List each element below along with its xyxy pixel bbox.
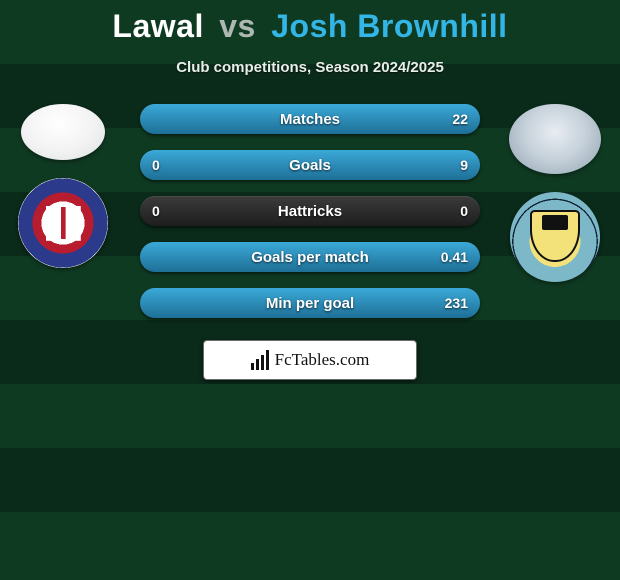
stat-rows: Matches 22 0 Goals 9 0 Hattricks 0 Goals… <box>140 104 480 318</box>
stat-value-right: 0 <box>460 203 468 219</box>
player2-club-crest <box>510 192 600 282</box>
stat-value-right: 231 <box>445 295 468 311</box>
stat-value-right: 9 <box>460 157 468 173</box>
stat-value-left: 0 <box>152 157 160 173</box>
stat-label: Goals per match <box>251 249 369 266</box>
right-player-column <box>500 104 610 282</box>
stat-value-right: 22 <box>452 111 468 127</box>
subtitle: Club competitions, Season 2024/2025 <box>0 59 620 76</box>
stat-row-mpg: Min per goal 231 <box>140 288 480 318</box>
player1-avatar <box>21 104 105 160</box>
stat-label: Goals <box>289 157 331 174</box>
bar-chart-icon <box>251 350 269 370</box>
player1-name: Lawal <box>112 8 203 44</box>
stat-value-left: 0 <box>152 203 160 219</box>
page-title: Lawal vs Josh Brownhill <box>0 8 620 45</box>
stat-label: Min per goal <box>266 295 354 312</box>
stat-label: Matches <box>280 111 340 128</box>
stat-value-right: 0.41 <box>441 249 468 265</box>
player1-club-crest <box>18 178 108 268</box>
left-player-column <box>8 104 118 268</box>
footer-brand-card: FcTables.com <box>203 340 417 380</box>
stat-label: Hattricks <box>278 203 342 220</box>
vs-label: vs <box>219 8 256 44</box>
stat-row-gpm: Goals per match 0.41 <box>140 242 480 272</box>
player2-name: Josh Brownhill <box>271 8 507 44</box>
stat-row-matches: Matches 22 <box>140 104 480 134</box>
player2-avatar <box>509 104 601 174</box>
stat-row-goals: 0 Goals 9 <box>140 150 480 180</box>
footer-brand-text: FcTables.com <box>275 350 370 370</box>
stat-row-hattricks: 0 Hattricks 0 <box>140 196 480 226</box>
